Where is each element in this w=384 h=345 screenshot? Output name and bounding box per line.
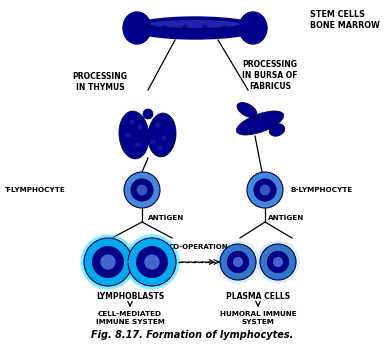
Ellipse shape — [236, 111, 284, 135]
Circle shape — [217, 240, 260, 284]
Circle shape — [273, 257, 283, 267]
Text: CELL-MEDIATED
IMMUNE SYSTEM: CELL-MEDIATED IMMUNE SYSTEM — [96, 311, 164, 325]
Circle shape — [121, 247, 123, 249]
Circle shape — [131, 179, 153, 201]
Text: PROCESSING
IN THYMUS: PROCESSING IN THYMUS — [73, 72, 127, 92]
Ellipse shape — [150, 20, 240, 28]
Text: B-LYMPHOCYTE: B-LYMPHOCYTE — [290, 187, 352, 193]
Ellipse shape — [123, 12, 151, 44]
Ellipse shape — [135, 142, 141, 148]
Ellipse shape — [148, 113, 176, 157]
Ellipse shape — [157, 146, 163, 150]
Circle shape — [202, 25, 208, 31]
Circle shape — [128, 238, 176, 286]
Circle shape — [227, 251, 249, 273]
Circle shape — [247, 172, 283, 208]
Ellipse shape — [143, 109, 153, 119]
Circle shape — [137, 185, 147, 195]
Text: ANTIGEN: ANTIGEN — [148, 215, 184, 221]
Circle shape — [170, 260, 173, 264]
Circle shape — [84, 238, 132, 286]
Circle shape — [254, 179, 276, 201]
Circle shape — [144, 254, 160, 270]
Circle shape — [164, 247, 167, 249]
Circle shape — [93, 246, 124, 278]
Text: LYMPHOBLASTS: LYMPHOBLASTS — [96, 292, 164, 301]
Ellipse shape — [150, 139, 156, 145]
Circle shape — [121, 274, 123, 277]
Ellipse shape — [119, 111, 149, 159]
Text: Fig. 8.17. Formation of lymphocytes.: Fig. 8.17. Formation of lymphocytes. — [91, 330, 293, 340]
Circle shape — [126, 260, 129, 264]
Ellipse shape — [239, 12, 267, 44]
Circle shape — [131, 260, 134, 264]
Text: PLASMA CELLS: PLASMA CELLS — [226, 292, 290, 301]
Text: STEM CELLS
BONE MARROW: STEM CELLS BONE MARROW — [310, 10, 380, 30]
Circle shape — [182, 25, 188, 31]
Circle shape — [220, 244, 256, 280]
Circle shape — [100, 254, 116, 270]
Circle shape — [136, 246, 167, 278]
Circle shape — [124, 172, 160, 208]
Circle shape — [106, 241, 109, 244]
Circle shape — [106, 280, 109, 283]
Text: PROCESSING
IN BURSA OF
FABRICUS: PROCESSING IN BURSA OF FABRICUS — [242, 60, 298, 91]
Circle shape — [267, 251, 289, 273]
Circle shape — [222, 25, 228, 31]
Circle shape — [124, 234, 180, 289]
Circle shape — [260, 244, 296, 280]
Ellipse shape — [129, 119, 135, 125]
Text: ANTIGEN: ANTIGEN — [268, 215, 304, 221]
Circle shape — [137, 247, 140, 249]
Text: CO-OPERATION: CO-OPERATION — [168, 244, 228, 250]
Circle shape — [151, 241, 154, 244]
Ellipse shape — [155, 122, 161, 128]
Circle shape — [257, 240, 300, 284]
Ellipse shape — [125, 132, 131, 138]
Ellipse shape — [130, 17, 260, 39]
Circle shape — [137, 274, 140, 277]
Ellipse shape — [269, 124, 285, 136]
Ellipse shape — [137, 125, 143, 129]
Text: T-LYMPHOCYTE: T-LYMPHOCYTE — [5, 187, 66, 193]
Ellipse shape — [161, 136, 167, 140]
Ellipse shape — [237, 102, 257, 118]
Circle shape — [93, 274, 96, 277]
Circle shape — [162, 25, 168, 31]
Text: HUMORAL IMMUNE
SYSTEM: HUMORAL IMMUNE SYSTEM — [220, 311, 296, 325]
Circle shape — [87, 260, 90, 264]
Circle shape — [80, 234, 136, 289]
Circle shape — [151, 280, 154, 283]
Circle shape — [93, 247, 96, 249]
Circle shape — [164, 274, 167, 277]
Circle shape — [260, 185, 270, 195]
Circle shape — [233, 257, 243, 267]
